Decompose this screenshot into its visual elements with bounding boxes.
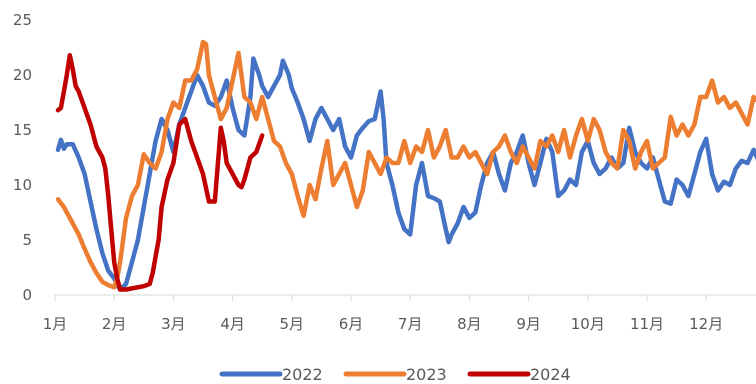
x-tick-label: 1月	[43, 315, 68, 333]
legend-label-2022: 2022	[282, 365, 323, 384]
legend-label-2023: 2023	[406, 365, 447, 384]
x-tick-label: 3月	[161, 315, 186, 333]
y-tick-label: 10	[13, 176, 32, 194]
y-tick-label: 25	[13, 11, 32, 29]
legend: 2022 2023 2024	[219, 365, 571, 384]
x-tick-label: 7月	[398, 315, 423, 333]
x-tick-label: 9月	[516, 315, 541, 333]
x-tick-label: 2月	[102, 315, 127, 333]
x-tick-label: 6月	[339, 315, 364, 333]
y-tick-label: 20	[13, 66, 32, 84]
x-tick-label: 10月	[571, 315, 605, 333]
x-tick-label: 8月	[457, 315, 482, 333]
y-tick-label: 5	[22, 231, 32, 249]
x-tick-label: 12月	[689, 315, 723, 333]
y-axis: 0 5 10 15 20 25	[13, 11, 32, 304]
x-tick-label: 4月	[220, 315, 245, 333]
series-line-2024	[55, 52, 265, 292]
series-layer	[55, 39, 756, 292]
series-line-2022	[55, 56, 756, 292]
x-axis: 1月 2月 3月 4月 5月 6月 7月 8月 9月 10月 11月 12月	[43, 295, 723, 333]
x-tick-label: 11月	[630, 315, 664, 333]
y-tick-label: 15	[13, 121, 32, 139]
x-tick-label: 5月	[280, 315, 305, 333]
series-line-2023	[55, 39, 756, 290]
legend-label-2024: 2024	[530, 365, 571, 384]
y-tick-label: 0	[22, 286, 32, 304]
